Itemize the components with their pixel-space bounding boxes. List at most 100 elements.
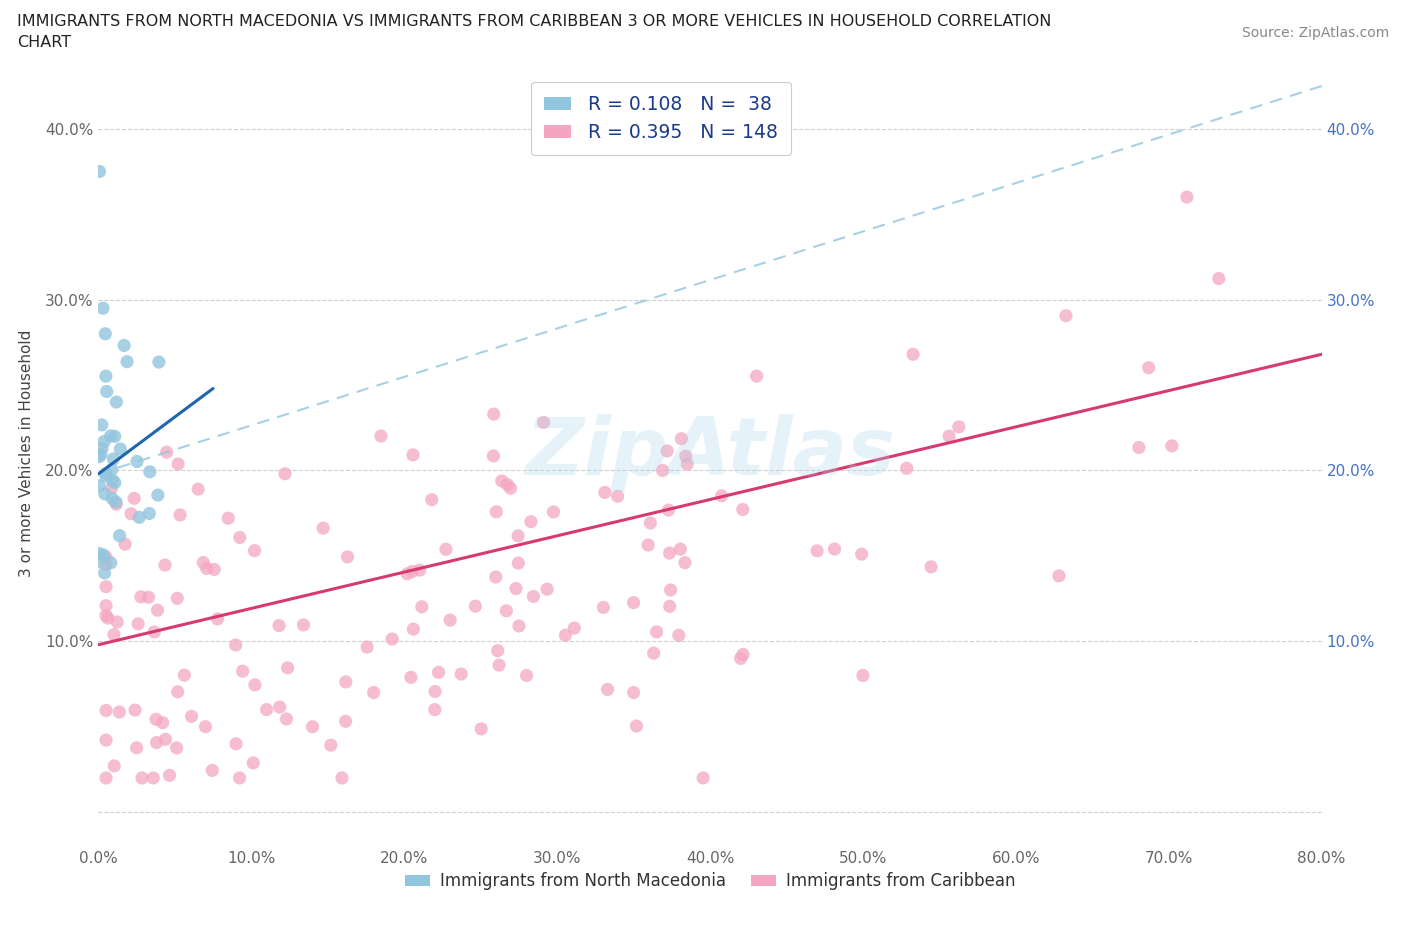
Point	[138, 590, 160, 604]
Point	[427, 665, 450, 680]
Point	[495, 604, 517, 618]
Point	[852, 668, 875, 683]
Point	[104, 475, 127, 490]
Point	[1160, 438, 1182, 453]
Point	[242, 755, 264, 770]
Point	[94, 486, 117, 501]
Point	[606, 489, 628, 504]
Point	[105, 497, 128, 512]
Point	[896, 460, 918, 475]
Point	[482, 406, 505, 421]
Point	[138, 506, 160, 521]
Point	[508, 556, 530, 571]
Point	[93, 565, 115, 580]
Point	[89, 164, 111, 179]
Point	[643, 645, 665, 660]
Point	[488, 658, 510, 672]
Point	[228, 771, 250, 786]
Point	[312, 521, 335, 536]
Point	[267, 618, 290, 633]
Point	[173, 668, 195, 683]
Point	[256, 702, 278, 717]
Point	[94, 703, 117, 718]
Point	[851, 547, 873, 562]
Point	[657, 502, 679, 517]
Point	[112, 338, 135, 352]
Point	[103, 452, 125, 467]
Point	[229, 530, 252, 545]
Point	[89, 546, 111, 561]
Point	[225, 638, 247, 653]
Point	[658, 599, 681, 614]
Point	[356, 640, 378, 655]
Point	[543, 504, 565, 519]
Point	[187, 482, 209, 497]
Point	[94, 598, 117, 613]
Point	[533, 415, 555, 430]
Point	[335, 674, 357, 689]
Point	[520, 514, 543, 529]
Point	[420, 492, 443, 507]
Point	[104, 495, 127, 510]
Point	[336, 550, 359, 565]
Point	[166, 684, 188, 699]
Point	[450, 667, 472, 682]
Point	[626, 719, 648, 734]
Point	[508, 618, 530, 633]
Point	[499, 481, 522, 496]
Point	[948, 419, 970, 434]
Point	[104, 429, 127, 444]
Point	[142, 771, 165, 786]
Point	[225, 737, 247, 751]
Point	[596, 682, 619, 697]
Point	[100, 481, 122, 496]
Point	[89, 554, 111, 569]
Point	[89, 478, 111, 493]
Point	[562, 620, 585, 635]
Point	[143, 624, 166, 639]
Point	[125, 454, 148, 469]
Point	[89, 449, 111, 464]
Point	[105, 394, 128, 409]
Point	[195, 561, 218, 576]
Point	[101, 473, 124, 488]
Point	[319, 737, 342, 752]
Point	[491, 473, 513, 488]
Point	[381, 631, 404, 646]
Point	[101, 462, 124, 477]
Point	[516, 668, 538, 683]
Point	[129, 590, 152, 604]
Point	[496, 477, 519, 492]
Point	[592, 600, 614, 615]
Point	[128, 510, 150, 525]
Point	[167, 457, 190, 472]
Point	[920, 559, 942, 574]
Point	[363, 685, 385, 700]
Point	[90, 447, 112, 462]
Point	[93, 548, 115, 563]
Point	[243, 543, 266, 558]
Point	[125, 740, 148, 755]
Point	[127, 617, 149, 631]
Point	[401, 564, 423, 578]
Point	[675, 449, 697, 464]
Point	[745, 368, 768, 383]
Point	[152, 715, 174, 730]
Point	[274, 466, 297, 481]
Point	[96, 384, 118, 399]
Point	[145, 711, 167, 726]
Point	[166, 740, 188, 755]
Point	[94, 469, 117, 484]
Point	[93, 434, 115, 449]
Point	[508, 528, 530, 543]
Point	[399, 670, 422, 684]
Point	[536, 582, 558, 597]
Point	[370, 429, 392, 444]
Point	[166, 591, 188, 605]
Point	[269, 699, 291, 714]
Point	[669, 541, 692, 556]
Point	[938, 429, 960, 444]
Point	[207, 611, 229, 626]
Text: ZipAtlas: ZipAtlas	[524, 415, 896, 492]
Point	[103, 627, 125, 642]
